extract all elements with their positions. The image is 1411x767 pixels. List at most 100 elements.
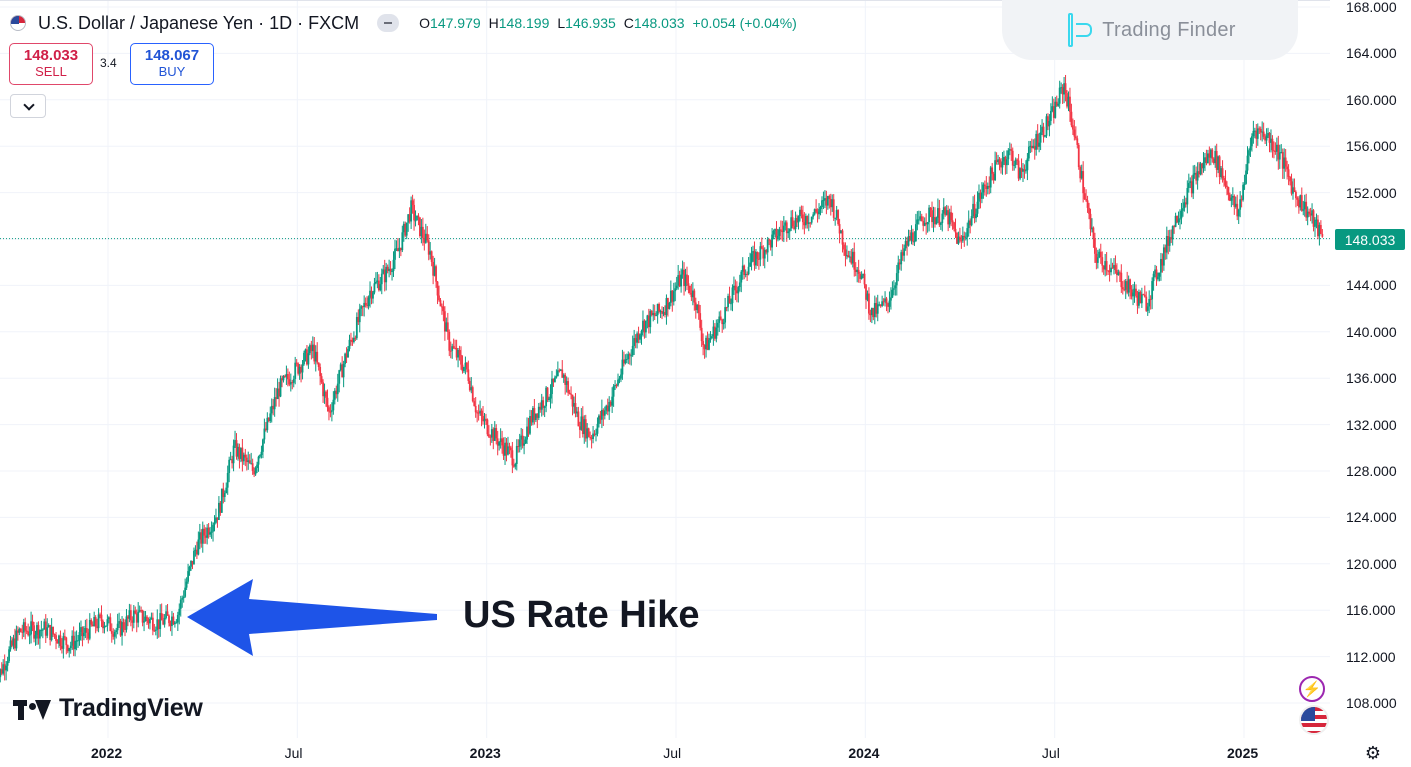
candle-body (1158, 272, 1161, 277)
candle-body (684, 274, 687, 287)
lightning-icon[interactable]: ⚡ (1299, 676, 1325, 702)
sell-button[interactable]: 148.033 SELL (9, 43, 93, 85)
candle-body (565, 381, 568, 385)
candle-body (112, 633, 115, 637)
candle-body (950, 212, 953, 221)
sell-label: SELL (35, 64, 67, 79)
candle-body (162, 620, 165, 625)
candle-body (909, 236, 911, 241)
candle-body (813, 209, 816, 215)
candle-body (212, 524, 214, 532)
candle-body (903, 248, 906, 256)
candle-body (755, 252, 757, 266)
gear-icon[interactable]: ⚙ (1364, 742, 1382, 763)
symbol-title[interactable]: U.S. Dollar / Japanese Yen · 1D · FXCM (38, 12, 360, 33)
candle-body (1060, 87, 1063, 89)
candle-body (81, 627, 84, 637)
tradingview-watermark[interactable]: TradingView (13, 694, 203, 723)
candle-body (885, 298, 888, 304)
candle-body (986, 185, 989, 190)
candle-body (303, 352, 305, 365)
candle-body (222, 488, 225, 498)
high-label: H (488, 15, 499, 31)
candle-body (824, 198, 826, 201)
candle-body (985, 185, 988, 190)
candle-body (686, 274, 688, 284)
candle-body (65, 637, 68, 646)
buy-button[interactable]: 148.067 BUY (130, 43, 214, 85)
candle-body (96, 626, 99, 629)
candle-body (1004, 157, 1007, 166)
candle-body (1003, 157, 1005, 162)
candle-body (1261, 131, 1264, 133)
candle-body (34, 634, 37, 639)
candle-body (774, 228, 776, 231)
candle-body (872, 308, 875, 318)
candle-body (669, 290, 672, 303)
candle-body (53, 634, 56, 636)
candle-body (973, 203, 976, 219)
candle-body (124, 628, 126, 630)
candle-body (232, 445, 235, 464)
candle-body (633, 338, 636, 346)
candle-body (383, 269, 386, 283)
candle-body (30, 621, 32, 635)
candle-body (372, 292, 374, 299)
candle-body (942, 207, 945, 214)
chevron-down-icon[interactable] (10, 94, 46, 118)
candle-body (520, 435, 523, 440)
candle-body (1083, 193, 1086, 200)
candle-body (414, 220, 417, 222)
candle-body (829, 198, 832, 208)
candle-body (439, 300, 442, 307)
candle-body (1255, 130, 1258, 139)
candle-body (527, 426, 530, 434)
candle-body (1201, 163, 1203, 169)
candle-body (1005, 159, 1008, 166)
candle-body (959, 236, 961, 241)
candle-body (1265, 135, 1268, 141)
candle-body (994, 160, 997, 181)
candle-body (84, 628, 87, 633)
candle-body (1302, 209, 1305, 211)
candle-body (350, 339, 352, 341)
us-flag-icon[interactable] (1299, 705, 1329, 735)
candle-body (1184, 202, 1187, 205)
candle-body (1066, 93, 1068, 107)
candle-body (1010, 149, 1013, 151)
candle-body (873, 303, 876, 318)
sell-price: 148.033 (23, 47, 79, 64)
candle-body (898, 262, 901, 265)
candle-body (250, 463, 253, 465)
collapse-legend-button[interactable] (377, 14, 400, 32)
candle-body (848, 256, 851, 258)
candle-body (1117, 272, 1120, 276)
candle-body (766, 239, 769, 253)
candle-body (878, 304, 881, 306)
candle-body (870, 308, 873, 316)
candle-body (615, 384, 618, 386)
candle-body (347, 348, 349, 358)
candle-body (967, 220, 970, 229)
candle-body (778, 229, 781, 236)
candle-body (643, 320, 646, 333)
candle-body (118, 621, 121, 624)
candle-body (1102, 265, 1105, 270)
candle-body (665, 298, 668, 316)
candle-body (160, 613, 163, 621)
candle-body (193, 550, 195, 565)
candle-body (1105, 261, 1108, 271)
candle-body (772, 230, 775, 235)
candle-body (1227, 187, 1230, 195)
candle-body (146, 616, 148, 620)
candle-body (1022, 169, 1024, 172)
x-tick-label: 2022 (91, 745, 123, 761)
candle-body (608, 401, 611, 412)
candle-body (74, 641, 77, 650)
candle-body (517, 446, 520, 448)
candle-body (122, 622, 125, 629)
candle-body (201, 528, 204, 544)
candle-body (1267, 132, 1269, 136)
candle-body (1217, 156, 1220, 170)
